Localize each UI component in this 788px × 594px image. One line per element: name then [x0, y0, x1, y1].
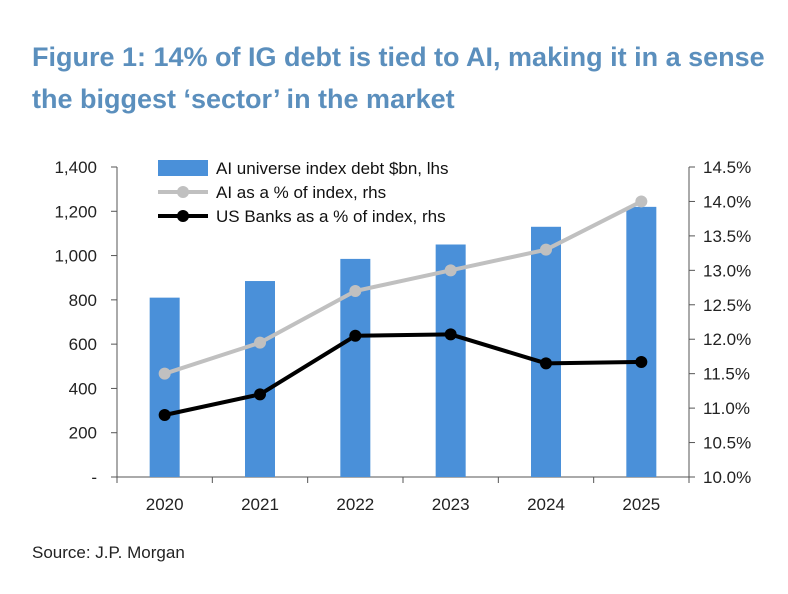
ai-share-point: [444, 264, 457, 277]
axes: - 200 400 600 800 1,000 1,200 1,400 10.0% 10.5% 11…: [54, 158, 751, 514]
source-note: Source: J.P. Morgan: [32, 543, 185, 562]
legend: AI universe index debt $bn, lhs AI as a %…: [158, 159, 448, 226]
ai-share-point: [254, 336, 266, 349]
bar: [435, 244, 466, 477]
legend-label: US Banks as a % of index, rhs: [216, 207, 446, 226]
left-tick-label: 1,000: [54, 247, 97, 266]
legend-label: AI as a % of index, rhs: [216, 183, 386, 202]
right-tick-label: 13.5%: [703, 227, 751, 246]
right-tick-label: 13.0%: [703, 261, 751, 280]
bar: [626, 206, 657, 477]
legend-label: AI universe index debt $bn, lhs: [216, 159, 448, 178]
ai-share-point: [158, 367, 171, 380]
x-tick-label: 2023: [432, 495, 470, 514]
bar-series: [149, 206, 657, 477]
ai-share-point: [540, 243, 552, 256]
right-tick-label: 11.0%: [703, 399, 750, 418]
banks-share-point: [540, 357, 552, 370]
legend-swatch-bar: [158, 160, 208, 176]
right-tick-label: 14.5%: [703, 158, 751, 177]
legend-swatch-marker: [177, 186, 189, 198]
right-tick-label: 10.5%: [703, 434, 751, 453]
banks-share-point: [635, 355, 648, 368]
left-tick-label: 800: [69, 291, 97, 310]
ai-share-point: [635, 195, 648, 208]
ai-share-line: [164, 199, 643, 376]
x-tick-label: 2022: [336, 495, 374, 514]
left-tick-label: 200: [69, 424, 97, 443]
ai-share-point: [349, 285, 362, 297]
x-tick-label: 2021: [241, 495, 279, 514]
left-tick-label: 1,400: [54, 158, 97, 177]
banks-share-point: [349, 329, 362, 342]
left-tick-label: -: [91, 468, 97, 487]
banks-share-line: [164, 332, 642, 417]
banks-share-point: [444, 328, 457, 341]
left-tick-label: 600: [69, 335, 97, 354]
bar: [245, 281, 275, 477]
right-tick-label: 11.5%: [703, 365, 750, 384]
left-tick-label: 1,200: [54, 202, 97, 221]
right-tick-label: 14.0%: [703, 192, 751, 211]
x-tick-label: 2025: [622, 495, 660, 514]
legend-swatch-marker: [177, 210, 189, 222]
x-tick-label: 2024: [527, 495, 565, 514]
right-tick-label: 10.0%: [703, 468, 751, 487]
banks-share-point: [158, 409, 171, 421]
x-tick-label: 2020: [146, 495, 184, 514]
chart-title: Figure 1: 14% of IG debt is tied to AI, …: [32, 42, 765, 114]
bar: [531, 226, 561, 477]
left-tick-label: 400: [69, 379, 97, 398]
bar: [149, 297, 180, 477]
banks-share-point: [254, 388, 266, 401]
line-series: [158, 195, 648, 421]
right-tick-label: 12.5%: [703, 296, 751, 315]
right-tick-label: 12.0%: [703, 330, 751, 349]
